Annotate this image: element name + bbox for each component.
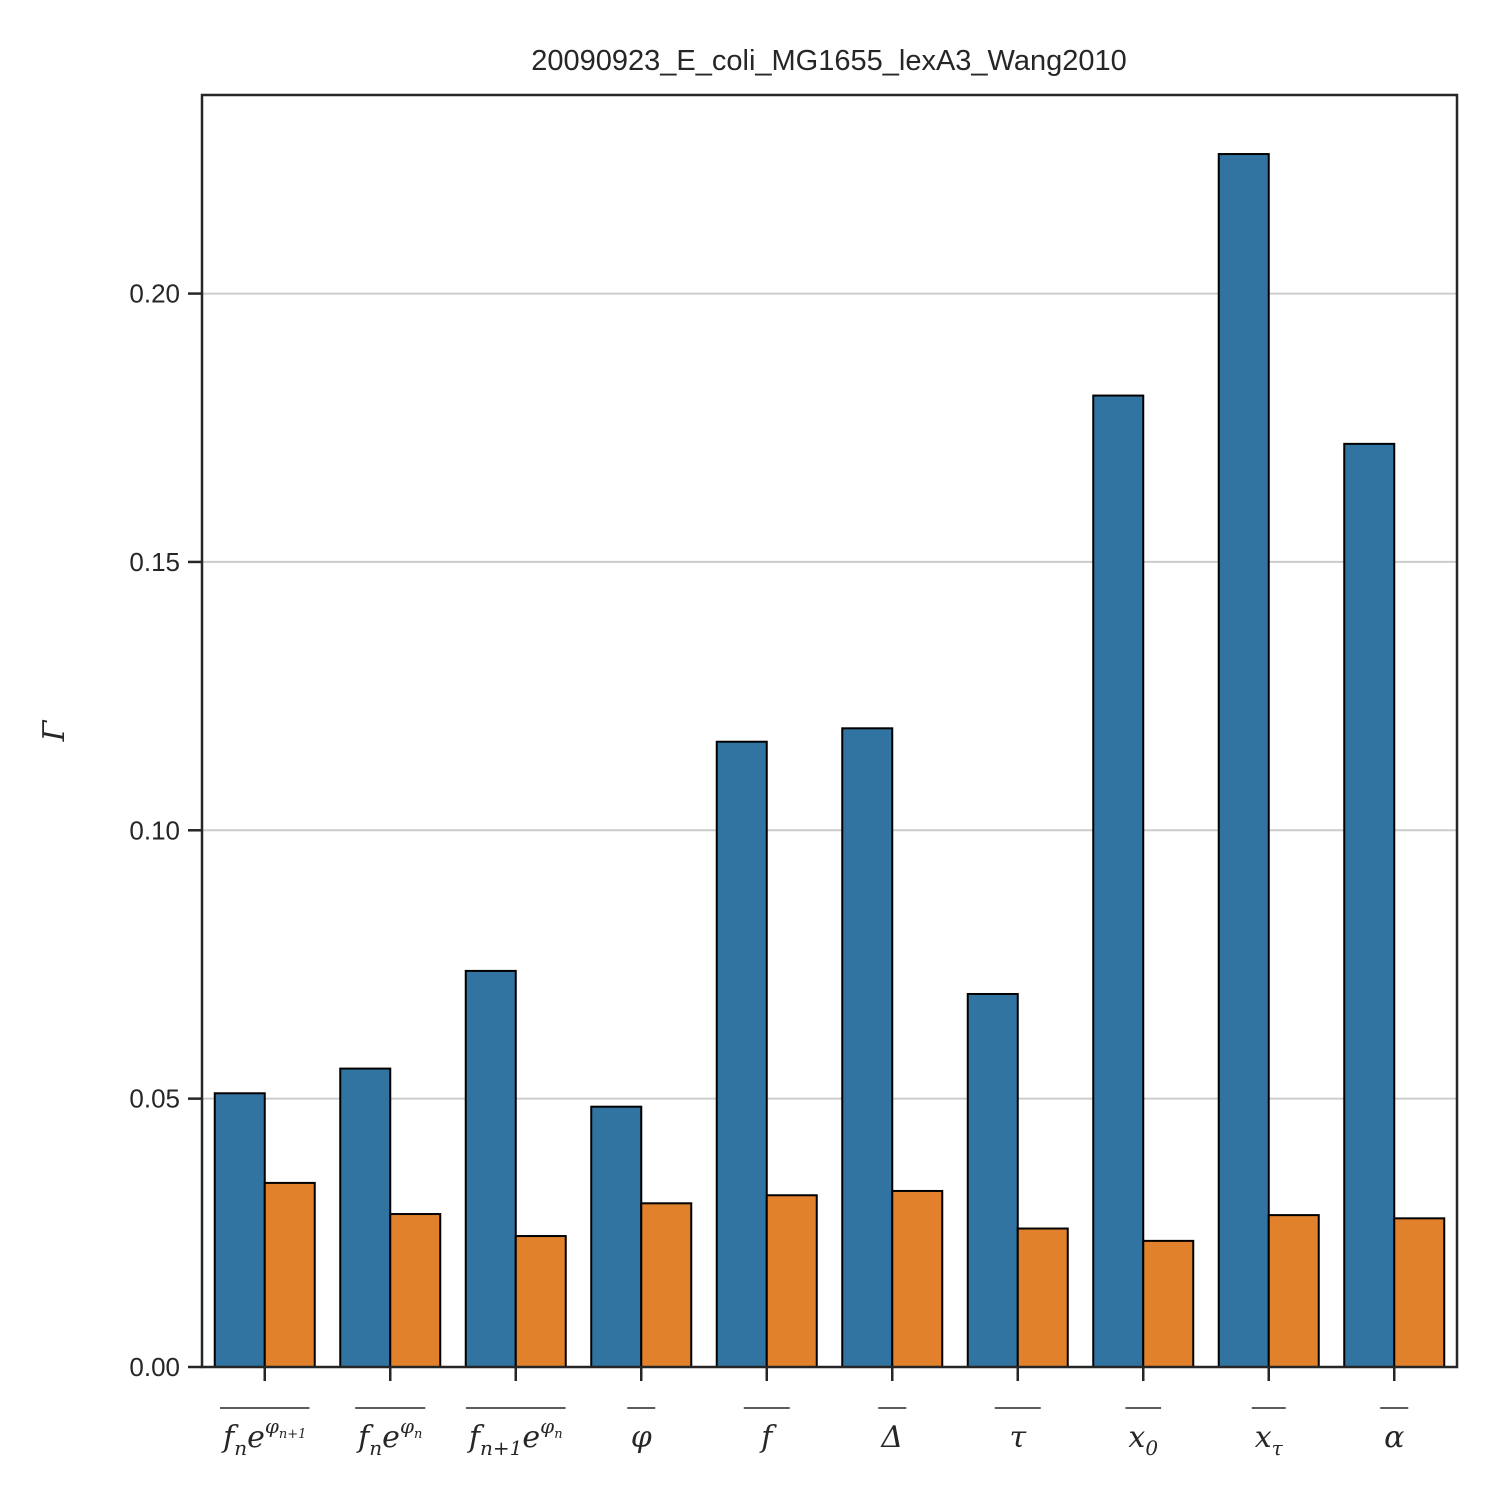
bar-s0-c8 bbox=[1217, 153, 1270, 1369]
bar-s1-c4 bbox=[765, 1194, 818, 1369]
x-tick-label-6: τ bbox=[994, 1367, 1041, 1455]
svg-text:τ: τ bbox=[1009, 1420, 1026, 1455]
bar-s1-c1 bbox=[389, 1213, 442, 1368]
svg-text:fneφn+1: fneφn+1 bbox=[221, 1414, 306, 1460]
bar-s0-c1 bbox=[339, 1067, 392, 1368]
x-tick-label-0: fneφn+1 bbox=[220, 1367, 310, 1460]
bar-s0-c9 bbox=[1343, 442, 1396, 1368]
bar-s0-c6 bbox=[966, 992, 1019, 1369]
bar-s0-c3 bbox=[590, 1105, 643, 1368]
x-tick-label-7: x0 bbox=[1125, 1367, 1162, 1460]
svg-text:α: α bbox=[1384, 1420, 1404, 1455]
bar-s0-c0 bbox=[213, 1092, 266, 1368]
svg-text:Δ: Δ bbox=[880, 1420, 903, 1455]
y-tick-label-0: 0.00 bbox=[129, 1352, 180, 1382]
bar-s1-c3 bbox=[640, 1202, 693, 1369]
bar-s1-c0 bbox=[263, 1181, 316, 1368]
x-tick-label-3: φ bbox=[627, 1367, 656, 1455]
svg-text:fn+1eφn: fn+1eφn bbox=[467, 1414, 563, 1460]
x-tick-label-1: fneφn bbox=[355, 1367, 426, 1460]
y-axis-ticks: 0.00 0.05 0.10 0.15 0.20 bbox=[129, 279, 202, 1382]
y-tick-label-3: 0.15 bbox=[129, 547, 180, 577]
x-tick-label-5: Δ bbox=[878, 1367, 907, 1455]
y-tick-label-4: 0.20 bbox=[129, 279, 180, 309]
bar-s0-c4 bbox=[715, 740, 768, 1368]
bar-s1-c5 bbox=[891, 1189, 944, 1368]
bar-s0-c7 bbox=[1092, 394, 1145, 1369]
y-tick-label-1: 0.05 bbox=[129, 1084, 180, 1114]
plot-frame bbox=[200, 93, 1459, 1369]
y-tick-label-2: 0.10 bbox=[129, 815, 180, 845]
x-tick-label-4: f bbox=[743, 1367, 790, 1455]
x-tick-label-2: fn+1eφn bbox=[465, 1367, 566, 1460]
y-axis-label: Γ bbox=[37, 719, 72, 742]
svg-text:f: f bbox=[759, 1420, 777, 1455]
chart-title: 20090923_E_coli_MG1655_lexA3_Wang2010 bbox=[531, 45, 1127, 77]
bar-s1-c2 bbox=[514, 1235, 567, 1369]
bar-s1-c7 bbox=[1142, 1239, 1195, 1368]
svg-text:x0: x0 bbox=[1128, 1420, 1158, 1460]
bar-s1-c8 bbox=[1267, 1214, 1320, 1369]
bar-s1-c9 bbox=[1393, 1217, 1446, 1369]
bar-s0-c2 bbox=[464, 969, 517, 1368]
x-tick-label-8: xτ bbox=[1251, 1367, 1286, 1460]
bar-s1-c6 bbox=[1016, 1227, 1069, 1369]
x-tick-label-9: α bbox=[1380, 1367, 1409, 1455]
bar-s0-c5 bbox=[841, 727, 894, 1368]
bars-group bbox=[213, 153, 1446, 1369]
svg-text:fneφn: fneφn bbox=[356, 1414, 422, 1460]
svg-text:xτ: xτ bbox=[1255, 1420, 1284, 1460]
svg-text:φ: φ bbox=[631, 1420, 652, 1455]
